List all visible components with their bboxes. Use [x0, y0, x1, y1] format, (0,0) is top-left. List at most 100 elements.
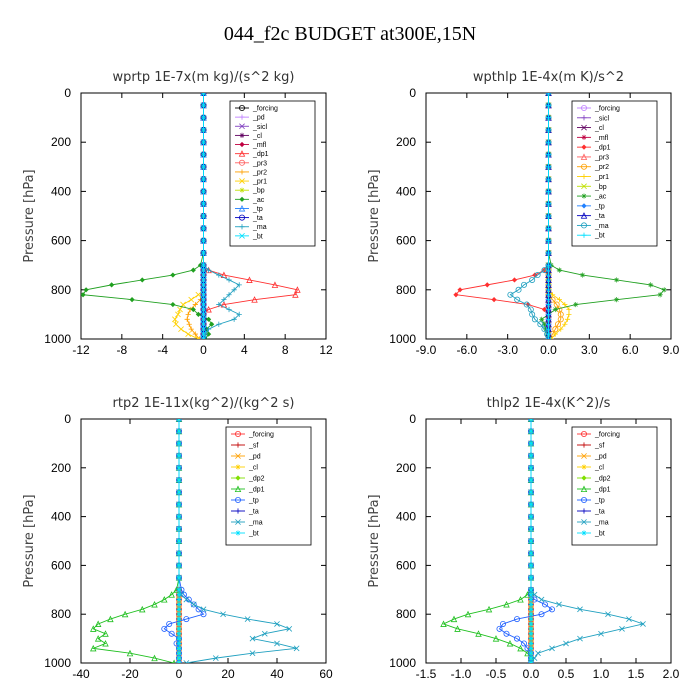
x-tick-label: -9.0: [416, 343, 437, 357]
data-point: [529, 276, 536, 283]
data-point: [195, 311, 201, 317]
data-point: [528, 596, 534, 603]
data-point: [492, 635, 500, 642]
data-point: [177, 306, 183, 313]
data-point: [528, 601, 534, 608]
data-point: [139, 277, 145, 283]
y-tick-label: 200: [51, 461, 71, 475]
legend-marker: [239, 178, 245, 184]
data-point: [200, 225, 207, 232]
legend-label: _ma: [252, 224, 267, 231]
data-point: [538, 596, 545, 603]
data-point: [206, 267, 212, 273]
data-point: [545, 213, 552, 219]
data-point: [139, 605, 146, 613]
data-point: [485, 605, 493, 613]
legend-marker: [581, 222, 588, 229]
data-point: [545, 297, 552, 303]
legend-label: _tp: [252, 206, 263, 213]
data-point: [563, 640, 569, 647]
legend-label: _ma: [248, 520, 263, 527]
data-point: [545, 331, 552, 337]
x-tick-label: -0.5: [486, 667, 507, 681]
panel-title: wprtp 1E-7x(m kg)/(s^2 kg): [113, 70, 295, 85]
data-point: [90, 625, 97, 632]
data-point: [212, 655, 219, 662]
data-point: [517, 644, 524, 652]
y-tick-label: 800: [51, 607, 71, 621]
data-point: [545, 127, 552, 133]
data-point: [545, 250, 552, 256]
series-group: [440, 419, 646, 663]
data-point: [545, 262, 552, 268]
plot-frame: [425, 418, 672, 664]
data-point: [186, 321, 192, 327]
legend-marker: [235, 508, 241, 514]
data-point: [545, 151, 552, 158]
legend-marker: [581, 442, 587, 448]
legend-marker: [235, 519, 241, 525]
data-point: [528, 538, 534, 544]
legend-label: _bt: [594, 531, 605, 538]
y-tick-label: 200: [51, 135, 71, 149]
data-point: [249, 635, 256, 642]
legend-marker: [581, 464, 587, 470]
legend-label: _ta: [248, 509, 259, 516]
data-point: [528, 606, 534, 612]
legend-label: _forcing: [594, 432, 620, 439]
data-point: [176, 621, 182, 627]
legend-label: _pr2: [252, 169, 267, 176]
legend-marker: [581, 105, 588, 112]
x-tick-label: -1.5: [416, 667, 437, 681]
data-point: [545, 164, 552, 170]
data-point: [514, 616, 521, 623]
data-point: [183, 660, 190, 663]
series-line-dp1: [442, 419, 532, 663]
legend-marker: [234, 485, 242, 493]
legend-marker: [235, 530, 241, 536]
x-tick-label: -1.0: [451, 667, 472, 681]
data-point: [195, 291, 202, 298]
data-point: [200, 281, 207, 288]
data-point: [528, 419, 534, 422]
y-tick-label: 1000: [44, 332, 71, 346]
data-point: [176, 645, 182, 651]
data-point: [200, 321, 207, 328]
data-point: [220, 611, 226, 618]
data-point: [200, 301, 207, 308]
data-point: [538, 611, 545, 618]
data-point: [188, 296, 195, 303]
legend-label: _ma: [594, 520, 609, 527]
data-point: [200, 286, 207, 293]
legend-box: [225, 426, 312, 546]
legend-marker: [581, 163, 588, 170]
data-point: [528, 587, 534, 593]
legend-label: _pr1: [594, 174, 609, 181]
data-point: [545, 282, 552, 288]
data-point: [286, 625, 293, 632]
data-point: [176, 550, 182, 556]
data-point: [545, 292, 552, 298]
data-point: [535, 650, 541, 657]
data-point: [176, 575, 182, 581]
data-point: [226, 292, 232, 298]
legend-marker: [239, 187, 245, 193]
data-point: [176, 538, 182, 544]
plot-frame: [80, 418, 327, 664]
data-point: [209, 321, 215, 327]
data-point: [613, 277, 620, 283]
legend-marker: [580, 212, 588, 219]
data-point: [200, 151, 207, 158]
data-point: [562, 321, 568, 327]
data-point: [176, 526, 182, 532]
data-point: [464, 610, 472, 618]
data-point: [151, 600, 158, 608]
data-point: [176, 428, 182, 434]
legend-marker: [581, 530, 587, 536]
data-point: [566, 311, 572, 317]
data-point: [195, 336, 202, 339]
data-point: [528, 440, 534, 446]
panel-1: wprtp 1E-7x(m kg)/(s^2 kg) Pressure [hPa]…: [22, 70, 333, 357]
legend-marker: [581, 173, 587, 180]
data-point: [556, 297, 562, 303]
